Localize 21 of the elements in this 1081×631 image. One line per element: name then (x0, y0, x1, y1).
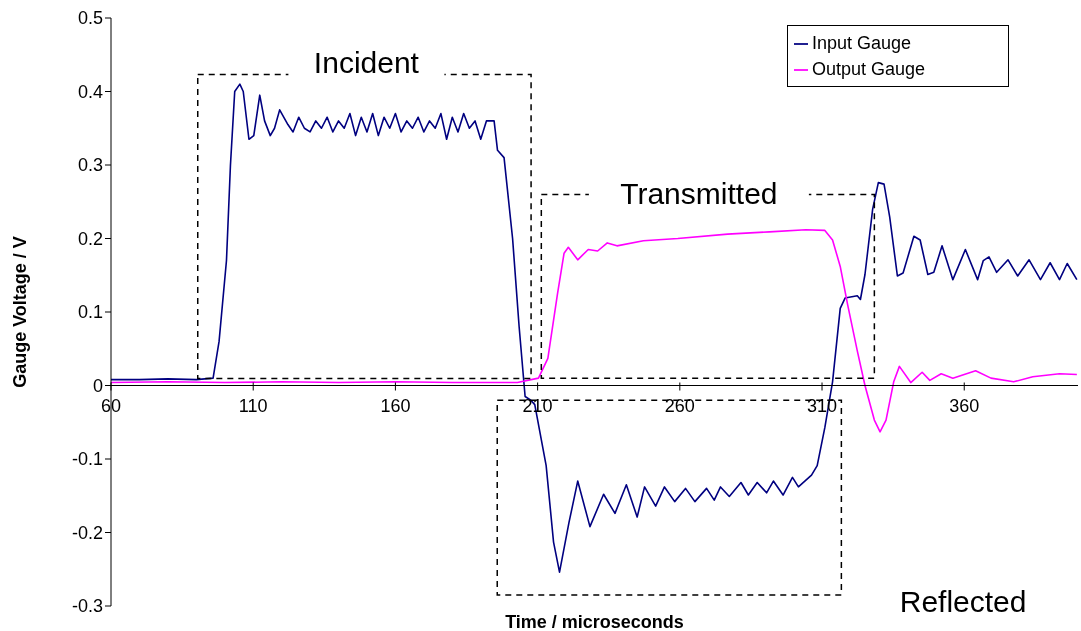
legend-label: Input Gauge (812, 33, 912, 53)
y-tick-label: 0.3 (77, 155, 103, 176)
legend-label: Output Gauge (812, 59, 926, 79)
x-tick-label: 360 (949, 395, 980, 416)
y-tick-label: 0.2 (77, 228, 103, 249)
x-tick-label: 60 (100, 395, 122, 416)
y-tick-label: -0.2 (71, 522, 103, 543)
x-axis-title: Time / microseconds (505, 612, 684, 631)
y-tick-label: -0.1 (71, 449, 103, 470)
y-tick-label: -0.3 (71, 596, 103, 617)
y-tick-label: 0.1 (77, 302, 103, 323)
x-tick-label: 160 (380, 395, 411, 416)
x-tick-label: 260 (664, 395, 695, 416)
y-tick-label: 0.4 (77, 81, 103, 102)
annotation: Reflected (899, 584, 1027, 618)
annotation: Transmitted (620, 176, 778, 210)
annotation: Incident (313, 46, 420, 80)
y-tick-label: 0.5 (77, 8, 103, 29)
x-tick-label: 110 (238, 395, 268, 416)
y-tick-label: 0 (92, 375, 103, 396)
y-axis-title: Gauge Voltage / V (10, 236, 31, 388)
